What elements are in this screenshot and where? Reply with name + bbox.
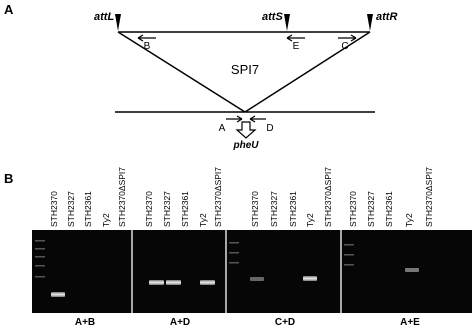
- primer-label: E: [293, 41, 300, 52]
- gel-band: [303, 276, 317, 281]
- primer-label: D: [266, 123, 273, 134]
- lane-label: STH2361: [83, 191, 93, 227]
- primer-pair-label: A+B: [75, 317, 95, 328]
- site-marker: [284, 14, 290, 31]
- lane-label: STH2327: [162, 191, 172, 227]
- lane-label: Ty2: [101, 213, 111, 227]
- lane-label: STH2370: [348, 191, 358, 227]
- ladder: [35, 240, 354, 278]
- primer-arrow: [249, 115, 266, 123]
- lane-label: STH2327: [366, 191, 376, 227]
- gel-band: [166, 280, 181, 285]
- lane-label: STH2361: [384, 191, 394, 227]
- site-label: attL: [94, 11, 114, 23]
- panel-a: A attL attS attR SPI7 B E C A D pheU: [4, 2, 397, 151]
- lane-label: STH2327: [66, 191, 76, 227]
- primer-arrow: [338, 34, 357, 42]
- lane-label: STH2370: [144, 191, 154, 227]
- primer-arrow: [226, 115, 243, 123]
- lane-label: Ty2: [305, 213, 315, 227]
- site-label: attR: [376, 11, 397, 23]
- lane-label: STH2370: [250, 191, 260, 227]
- lane-label: STH2370ΔSPI7: [117, 167, 127, 227]
- site-marker: [115, 14, 121, 31]
- lane-label: Ty2: [404, 213, 414, 227]
- panel-label: B: [4, 171, 13, 186]
- lane-label: STH2370: [49, 191, 59, 227]
- gel-band: [200, 280, 215, 285]
- primer-pair-label: A+D: [170, 317, 190, 328]
- gene-label: pheU: [233, 140, 260, 151]
- primer-label: C: [341, 41, 348, 52]
- lane-label: STH2370ΔSPI7: [213, 167, 223, 227]
- primer-pair-label: A+E: [400, 317, 420, 328]
- island-label: SPI7: [231, 62, 259, 77]
- lane-label: Ty2: [198, 213, 208, 227]
- island-line: [244, 31, 371, 113]
- gene-arrow: [235, 121, 257, 139]
- primer-arrow: [286, 34, 305, 42]
- lane-label: STH2361: [288, 191, 298, 227]
- gel-band: [405, 268, 419, 272]
- panel-b: B STH2370 STH2327 STH2361 Ty2 STH2370ΔSPI7 A+…: [4, 167, 472, 328]
- primer-label: B: [144, 41, 151, 52]
- gel-band: [250, 277, 264, 281]
- lane-label: STH2361: [180, 191, 190, 227]
- gel-band: [149, 280, 164, 285]
- panel-label: A: [4, 2, 14, 17]
- lane-label: STH2370ΔSPI7: [323, 167, 333, 227]
- lane-label: STH2327: [269, 191, 279, 227]
- site-marker: [367, 14, 373, 31]
- site-label: attS: [262, 11, 283, 23]
- gel: [32, 230, 472, 313]
- island-line: [117, 31, 246, 113]
- lane-label: STH2370ΔSPI7: [424, 167, 434, 227]
- primer-label: A: [219, 123, 226, 134]
- gel-band: [51, 292, 65, 297]
- primer-arrow: [137, 34, 156, 42]
- primer-pair-label: C+D: [275, 317, 295, 328]
